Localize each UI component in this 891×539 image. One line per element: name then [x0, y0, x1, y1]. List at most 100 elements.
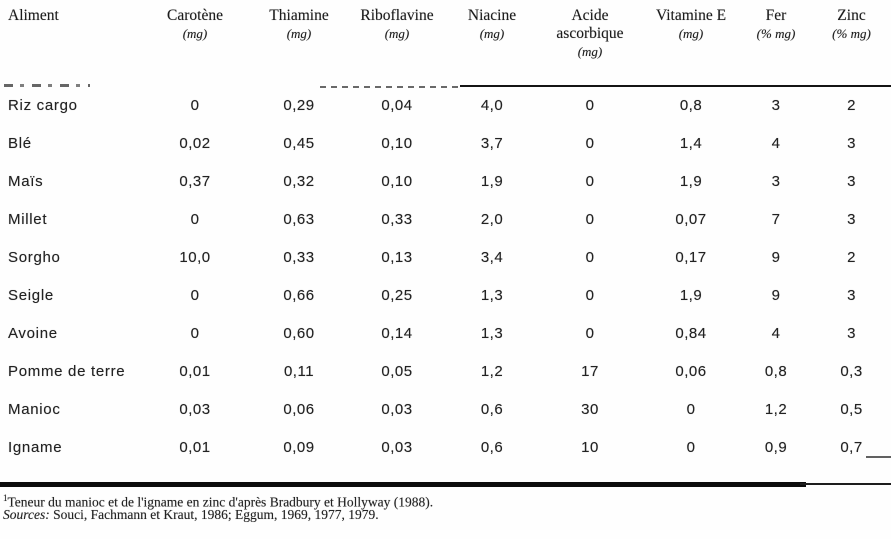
table-row: Riz cargo 0 0,29 0,04 4,0 0 0,8 3 2 — [0, 86, 891, 124]
column-unit: (% mg) — [756, 26, 796, 41]
value-cell: 0,03 — [381, 438, 413, 456]
value-cell: 0,17 — [675, 248, 707, 266]
nutrient-table: Aliment Carotène (mg) Thiamine (mg) Ribo… — [0, 0, 891, 466]
value-cell: 0 — [585, 248, 595, 266]
aliment-cell: Riz cargo — [8, 96, 78, 114]
value-cell: 3 — [847, 172, 856, 190]
column-header-thiamine: Thiamine (mg) — [250, 0, 348, 86]
value-cell: 0,29 — [283, 96, 315, 114]
column-label: Fer — [765, 7, 787, 24]
value-cell: 0 — [585, 134, 595, 152]
value-cell: 0,06 — [283, 400, 315, 418]
column-label: Carotène — [167, 7, 223, 24]
value-cell: 0,6 — [480, 400, 504, 418]
value-cell: 0,25 — [381, 286, 413, 304]
value-cell: 1,2 — [764, 400, 788, 418]
value-cell: 2 — [847, 248, 856, 266]
value-cell: 0,9 — [764, 438, 788, 456]
column-label: Riboflavine — [360, 7, 434, 24]
value-cell: 1,2 — [480, 362, 504, 380]
column-header-riboflavine: Riboflavine (mg) — [348, 0, 446, 86]
value-cell: 1,4 — [679, 134, 703, 152]
sources-label: Sources: — [3, 507, 50, 522]
value-cell: 0,32 — [283, 172, 315, 190]
table-row: Manioc 0,03 0,06 0,03 0,6 30 0 1,2 0,5 — [0, 390, 891, 428]
value-cell: 0 — [585, 324, 595, 342]
table-header: Aliment Carotène (mg) Thiamine (mg) Ribo… — [0, 0, 891, 86]
header-separator-rule — [460, 85, 891, 87]
column-header-niacine: Niacine (mg) — [446, 0, 538, 86]
aliment-cell: Manioc — [8, 400, 61, 418]
column-header-fer: Fer (% mg) — [740, 0, 812, 86]
value-cell: 2 — [847, 96, 856, 114]
column-unit: (mg) — [678, 26, 704, 41]
value-cell: 0 — [686, 400, 696, 418]
column-header-aliment: Aliment — [0, 0, 140, 86]
value-cell: 0 — [585, 210, 595, 228]
value-cell: 30 — [581, 400, 599, 418]
value-cell: 0,03 — [381, 400, 413, 418]
value-cell: 1,9 — [679, 286, 703, 304]
value-cell: 0,8 — [764, 362, 788, 380]
table-row: Sorgho 10,0 0,33 0,13 3,4 0 0,17 9 2 — [0, 238, 891, 276]
bottom-rule — [0, 482, 806, 487]
aliment-cell: Seigle — [8, 286, 54, 304]
header-separator-dotted — [320, 86, 462, 88]
column-unit: (% mg) — [832, 26, 871, 41]
sources-text: Souci, Fachmann et Kraut, 1986; Eggum, 1… — [49, 507, 379, 522]
table-row: Igname 0,01 0,09 0,03 0,6 10 0 0,9 0,7 — [0, 428, 891, 466]
value-cell: 0,05 — [381, 362, 413, 380]
value-cell: 0 — [190, 96, 200, 114]
value-cell: 9 — [771, 286, 781, 304]
value-cell: 10 — [581, 438, 599, 456]
value-cell: 4,0 — [480, 96, 504, 114]
value-cell: 0,11 — [283, 362, 315, 380]
value-cell: 9 — [771, 248, 781, 266]
footnote-zinc: 1Teneur du manioc et de l'igname en zinc… — [3, 490, 433, 511]
column-unit: (mg) — [479, 26, 505, 41]
table-body: Riz cargo 0 0,29 0,04 4,0 0 0,8 3 2 Blé 0,02 0,45 0,… — [0, 86, 891, 466]
value-cell: 0 — [190, 286, 200, 304]
column-header-acide-ascorbique: Acide ascorbique (mg) — [538, 0, 642, 86]
value-cell: 2,0 — [480, 210, 504, 228]
value-cell: 0,10 — [381, 134, 413, 152]
value-cell: 0 — [585, 96, 595, 114]
bottom-rule-right — [800, 483, 891, 485]
value-cell: 0,03 — [179, 400, 211, 418]
value-cell: 0 — [585, 172, 595, 190]
aliment-cell: Millet — [8, 210, 48, 228]
value-cell: 0 — [585, 286, 595, 304]
value-cell: 0 — [190, 210, 200, 228]
value-cell: 7 — [771, 210, 781, 228]
value-cell: 0,33 — [283, 248, 315, 266]
value-cell: 0,8 — [679, 96, 703, 114]
value-cell: 17 — [581, 362, 599, 380]
column-label: Vitamine E — [655, 7, 727, 24]
column-label: Aliment — [8, 7, 59, 24]
column-unit: (mg) — [577, 44, 603, 59]
column-header-zinc: Zinc (% mg) — [812, 0, 891, 86]
value-cell: 3,7 — [480, 134, 504, 152]
value-cell: 3,4 — [480, 248, 504, 266]
column-unit: (mg) — [182, 26, 208, 41]
table-row: Millet 0 0,63 0,33 2,0 0 0,07 7 3 — [0, 200, 891, 238]
value-cell: 0 — [686, 438, 696, 456]
column-header-vitamine-e: Vitamine E (mg) — [642, 0, 740, 86]
value-cell: 0,66 — [283, 286, 315, 304]
value-cell: 0,6 — [480, 438, 504, 456]
value-cell: 0,14 — [381, 324, 413, 342]
value-cell: 0,33 — [381, 210, 413, 228]
table-row: Maïs 0,37 0,32 0,10 1,9 0 1,9 3 3 — [0, 162, 891, 200]
value-cell: 0,63 — [283, 210, 315, 228]
column-label: Zinc — [837, 7, 866, 24]
value-cell: 3 — [771, 96, 781, 114]
value-cell: 0,06 — [675, 362, 707, 380]
header-separator-dashes — [4, 84, 90, 87]
column-header-carotene: Carotène (mg) — [140, 0, 250, 86]
aliment-cell: Igname — [8, 438, 63, 456]
value-cell: 0,45 — [283, 134, 315, 152]
scan-artifact-dash — [866, 456, 891, 458]
value-cell: 1,3 — [480, 286, 504, 304]
aliment-cell: Pomme de terre — [8, 362, 126, 380]
aliment-cell: Blé — [8, 134, 32, 152]
